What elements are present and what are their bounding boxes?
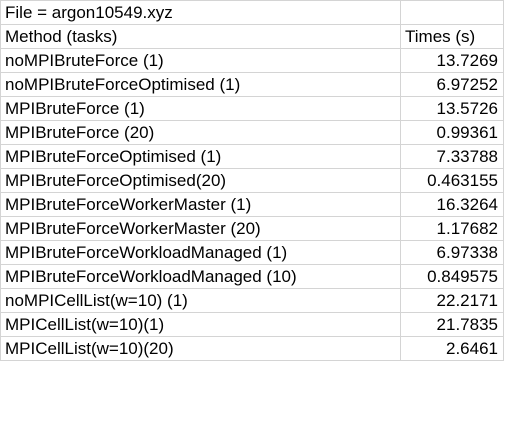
table-row: MPIBruteForceWorkerMaster (1) 16.3264 — [0, 192, 504, 217]
method-cell[interactable]: MPICellList(w=10)(20) — [0, 336, 401, 361]
spreadsheet-table: File = argon10549.xyz Method (tasks) Tim… — [0, 0, 504, 361]
time-cell[interactable]: 13.7269 — [400, 48, 504, 73]
table-row: MPIBruteForceWorkloadManaged (1) 6.97338 — [0, 240, 504, 265]
table-row: noMPICellList(w=10) (1) 22.2171 — [0, 288, 504, 313]
method-cell[interactable]: MPIBruteForceWorkloadManaged (1) — [0, 240, 401, 265]
time-cell[interactable]: 16.3264 — [400, 192, 504, 217]
method-cell[interactable]: MPIBruteForceWorkerMaster (1) — [0, 192, 401, 217]
time-cell[interactable]: 6.97338 — [400, 240, 504, 265]
time-cell[interactable]: 6.97252 — [400, 72, 504, 97]
table-row: MPIBruteForce (1) 13.5726 — [0, 96, 504, 121]
table-row: MPIBruteForceWorkloadManaged (10) 0.8495… — [0, 264, 504, 289]
file-row: File = argon10549.xyz — [0, 0, 504, 25]
method-cell[interactable]: MPIBruteForceWorkerMaster (20) — [0, 216, 401, 241]
method-cell[interactable]: MPICellList(w=10)(1) — [0, 312, 401, 337]
time-cell[interactable]: 2.6461 — [400, 336, 504, 361]
method-cell[interactable]: MPIBruteForce (1) — [0, 96, 401, 121]
table-row: MPIBruteForceOptimised (1) 7.33788 — [0, 144, 504, 169]
table-row: MPIBruteForceOptimised(20) 0.463155 — [0, 168, 504, 193]
method-cell[interactable]: MPIBruteForce (20) — [0, 120, 401, 145]
time-cell[interactable]: 0.463155 — [400, 168, 504, 193]
method-cell[interactable]: noMPICellList(w=10) (1) — [0, 288, 401, 313]
method-cell[interactable]: noMPIBruteForceOptimised (1) — [0, 72, 401, 97]
table-row: noMPIBruteForceOptimised (1) 6.97252 — [0, 72, 504, 97]
method-cell[interactable]: noMPIBruteForce (1) — [0, 48, 401, 73]
method-header-cell[interactable]: Method (tasks) — [0, 24, 401, 49]
time-cell[interactable]: 0.849575 — [400, 264, 504, 289]
method-cell[interactable]: MPIBruteForceWorkloadManaged (10) — [0, 264, 401, 289]
time-cell[interactable]: 7.33788 — [400, 144, 504, 169]
header-row: Method (tasks) Times (s) — [0, 24, 504, 49]
times-header-cell[interactable]: Times (s) — [400, 24, 504, 49]
table-row: MPICellList(w=10)(1) 21.7835 — [0, 312, 504, 337]
table-row: MPICellList(w=10)(20) 2.6461 — [0, 336, 504, 361]
table-row: MPIBruteForceWorkerMaster (20) 1.17682 — [0, 216, 504, 241]
time-cell[interactable]: 22.2171 — [400, 288, 504, 313]
file-label-cell[interactable]: File = argon10549.xyz — [0, 0, 401, 25]
time-cell[interactable]: 0.99361 — [400, 120, 504, 145]
time-cell[interactable]: 1.17682 — [400, 216, 504, 241]
method-cell[interactable]: MPIBruteForceOptimised(20) — [0, 168, 401, 193]
table-row: MPIBruteForce (20) 0.99361 — [0, 120, 504, 145]
method-cell[interactable]: MPIBruteForceOptimised (1) — [0, 144, 401, 169]
time-cell[interactable]: 21.7835 — [400, 312, 504, 337]
time-cell[interactable]: 13.5726 — [400, 96, 504, 121]
table-row: noMPIBruteForce (1) 13.7269 — [0, 48, 504, 73]
file-value-cell[interactable] — [400, 0, 504, 25]
